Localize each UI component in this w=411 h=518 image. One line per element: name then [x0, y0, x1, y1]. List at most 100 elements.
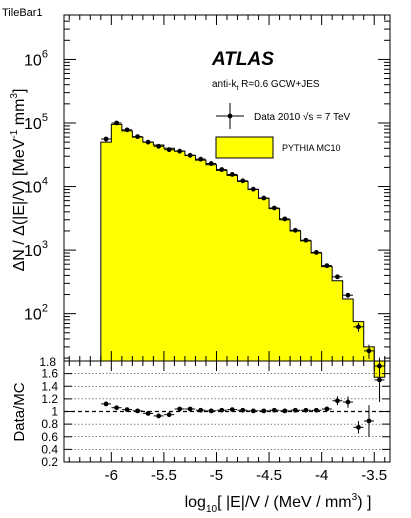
data-point — [269, 205, 280, 211]
ratio-point-marker — [366, 418, 372, 424]
legend-mc-label: PYTHIA MC10 — [282, 143, 341, 153]
ratio-point — [237, 407, 248, 413]
ratio-point — [195, 407, 206, 413]
mc-histogram — [100, 123, 386, 378]
ratio-point — [332, 396, 343, 406]
data-point — [111, 120, 122, 126]
ratio-y-tick-label: 1.4 — [41, 379, 58, 393]
ratio-point-marker — [219, 407, 225, 413]
x-tick-label: -6 — [105, 467, 118, 484]
ratio-point-marker — [166, 412, 172, 418]
ratio-point-marker — [313, 407, 319, 413]
ratio-point-marker — [208, 408, 214, 414]
ratio-point — [185, 406, 196, 412]
data-point — [363, 344, 374, 359]
main-y-axis-label: ΔN / Δ(|E|/V) [MeV-1 mm3] — [9, 89, 28, 272]
data-point-marker — [313, 250, 319, 255]
ratio-point — [206, 408, 217, 414]
data-point-marker — [250, 186, 256, 192]
jet-algorithm-label: anti-kt R=0.6 GCW+JES — [212, 79, 320, 92]
data-points — [101, 120, 385, 369]
ratio-point — [321, 406, 332, 412]
data-point-marker — [229, 172, 235, 177]
ratio-point-marker — [135, 408, 141, 414]
legend-mc-box — [215, 136, 274, 159]
ratio-y-tick-label: 0.6 — [41, 430, 58, 444]
data-point-marker — [303, 237, 309, 243]
ratio-point-marker — [114, 405, 119, 411]
ratio-y-axis-label: Data/MC — [11, 382, 28, 441]
data-point — [279, 216, 290, 222]
data-point-marker — [366, 348, 372, 354]
ratio-point-marker — [229, 407, 235, 413]
ratio-point — [363, 405, 374, 437]
data-point-marker — [135, 134, 141, 140]
ratio-point — [258, 408, 269, 414]
data-point-marker — [187, 152, 193, 158]
data-point — [237, 178, 248, 184]
x-tick-label: -4.5 — [256, 467, 282, 484]
data-point — [290, 227, 301, 233]
ratio-point — [174, 406, 185, 412]
ratio-point — [279, 408, 290, 414]
data-point — [216, 167, 227, 172]
data-point-marker — [240, 178, 246, 184]
ratio-y-axis: 0.20.40.60.811.21.41.6 — [41, 367, 390, 469]
data-point — [164, 147, 175, 153]
data-point — [300, 237, 311, 243]
data-point-marker — [103, 136, 109, 142]
data-point-marker — [324, 263, 330, 269]
y-bottom-tick-label: 1.8 — [39, 355, 56, 369]
data-point — [321, 263, 332, 269]
data-point — [311, 250, 322, 255]
ratio-point — [132, 408, 143, 414]
ratio-point-marker — [250, 408, 256, 414]
ratio-y-tick-label: 0.4 — [41, 442, 58, 456]
panel-label: TileBar1 — [2, 7, 43, 19]
y-tick-label: 102 — [24, 303, 48, 324]
ratio-point — [300, 407, 311, 413]
data-point-marker — [166, 147, 172, 153]
ratio-point — [374, 361, 385, 403]
main-plot: 102 103 104 105 106 1.8 ATLAS anti-kt R=0.6 G… — [9, 14, 391, 378]
ratio-point-marker — [145, 410, 151, 416]
ratio-point — [216, 407, 227, 413]
data-point — [332, 274, 343, 280]
data-point-marker — [114, 120, 119, 126]
y-tick-label: 105 — [24, 112, 48, 133]
data-point — [153, 143, 164, 149]
data-point-marker — [356, 324, 361, 330]
ratio-point — [342, 396, 353, 408]
data-point — [174, 148, 185, 154]
mc-histogram-outline — [100, 123, 386, 378]
x-axis-label: log10[ |E|/V / (MeV / mm3) ] — [185, 492, 372, 515]
legend-data-marker — [227, 113, 233, 119]
y-tick-label: 103 — [24, 239, 48, 260]
data-point — [143, 139, 154, 145]
y-tick-label: 104 — [24, 176, 48, 197]
ratio-y-tick-label: 1.6 — [41, 367, 58, 381]
ratio-point-marker — [187, 406, 193, 412]
data-point — [353, 322, 364, 332]
data-point — [258, 195, 269, 201]
ratio-point — [269, 407, 280, 413]
ratio-point — [164, 412, 175, 418]
ratio-point-marker — [198, 407, 204, 413]
ratio-y-tick-label: 1.2 — [41, 392, 58, 406]
data-point-marker — [156, 143, 162, 149]
ratio-y-tick-label: 0.2 — [41, 455, 58, 469]
ratio-point-marker — [292, 407, 298, 413]
ratio-point-marker — [261, 408, 267, 414]
ratio-point-marker — [271, 407, 277, 413]
ratio-point-marker — [282, 408, 288, 414]
ratio-point — [290, 407, 301, 413]
ratio-point — [143, 410, 154, 416]
data-point-marker — [124, 127, 130, 133]
ratio-point-marker — [303, 407, 309, 413]
data-point-marker — [345, 292, 351, 298]
ratio-point-marker — [356, 424, 361, 430]
ratio-gridlines — [64, 373, 390, 463]
ratio-point-marker — [377, 377, 382, 383]
data-point — [248, 186, 259, 192]
